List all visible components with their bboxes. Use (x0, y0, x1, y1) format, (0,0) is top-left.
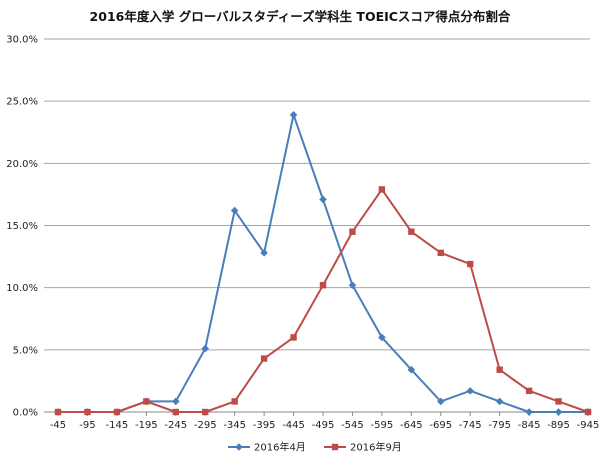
data-point (260, 355, 268, 362)
x-tick-label: -495 (312, 420, 335, 431)
data-point (230, 206, 239, 215)
data-point (113, 408, 121, 416)
x-tick-label: -95 (79, 420, 95, 431)
series-line (58, 188, 589, 413)
data-point (467, 260, 474, 268)
x-tick-label: -45 (50, 420, 66, 431)
legend-marker (235, 443, 243, 451)
x-tick-label: -895 (547, 420, 570, 431)
data-point (201, 344, 210, 353)
series-1 (54, 111, 592, 416)
data-point (584, 408, 592, 416)
data-point (378, 186, 386, 193)
x-tick-label: -695 (429, 420, 452, 431)
data-point (408, 228, 415, 235)
chart-title: 2016年度入学 グローバルスタディーズ学科生 TOEICスコア得点分布割合 (90, 9, 511, 24)
y-tick-label: 25.0% (6, 97, 38, 108)
x-tick-label: -645 (400, 420, 423, 431)
x-tick-label: -245 (164, 420, 187, 431)
data-point (172, 408, 179, 416)
y-tick-label: 15.0% (6, 221, 38, 232)
x-tick-label: -195 (135, 420, 158, 431)
data-point (496, 366, 503, 373)
data-point (437, 249, 444, 257)
data-point (54, 408, 62, 416)
data-point (171, 397, 180, 406)
series-line (58, 113, 588, 413)
data-point (525, 408, 533, 416)
legend-entry-2: 2016年9月 (324, 441, 402, 454)
data-point (260, 249, 268, 257)
data-point (289, 111, 298, 119)
data-point (378, 333, 386, 342)
data-point (466, 387, 475, 395)
data-point (202, 408, 209, 416)
y-tick-label: 30.0% (6, 35, 38, 46)
x-tick-label: -545 (341, 420, 364, 431)
data-point (407, 365, 416, 374)
y-tick-label: 5.0% (13, 345, 38, 356)
data-point (555, 398, 562, 405)
x-tick-label: -145 (106, 420, 129, 431)
x-tick-label: -445 (282, 420, 305, 431)
x-tick-label: -845 (518, 420, 541, 431)
data-point (143, 398, 150, 405)
series-layer (54, 111, 592, 416)
x-tick-label: -945 (577, 420, 600, 431)
x-tick-label: -595 (371, 420, 394, 431)
grid-lines (44, 38, 590, 413)
x-tick-label: -295 (194, 420, 217, 431)
series-2 (54, 186, 592, 416)
y-tick-label: 20.0% (6, 159, 38, 170)
x-tick-label: -395 (253, 420, 276, 431)
x-tick-label: -345 (223, 420, 246, 431)
data-point (554, 408, 563, 416)
x-tick-label: -745 (459, 420, 482, 431)
data-point (495, 397, 504, 406)
data-point (348, 281, 357, 289)
data-point (319, 281, 327, 289)
legend-marker (331, 443, 339, 451)
data-point (349, 228, 356, 235)
data-point (525, 387, 533, 395)
legend-label: 2016年4月 (254, 441, 306, 454)
x-axis: -45 -95 -145 -195 -245 -295 -345 -395 -445 -495 -5… (50, 412, 600, 431)
x-tick-label: -795 (488, 420, 511, 431)
legend-entry-1: 2016年4月 (228, 441, 306, 454)
y-axis: 0.0% 5.0% 10.0% 15.0% 20.0% 25.0% 30.0% (6, 35, 38, 419)
data-point (436, 397, 445, 406)
y-tick-label: 10.0% (6, 283, 38, 294)
y-tick-label: 0.0% (13, 408, 38, 419)
legend-label: 2016年9月 (350, 441, 402, 454)
data-point (231, 398, 238, 405)
data-point (84, 408, 91, 416)
data-point (290, 334, 297, 341)
legend: 2016年4月 2016年9月 (228, 441, 402, 454)
data-point (319, 195, 327, 204)
